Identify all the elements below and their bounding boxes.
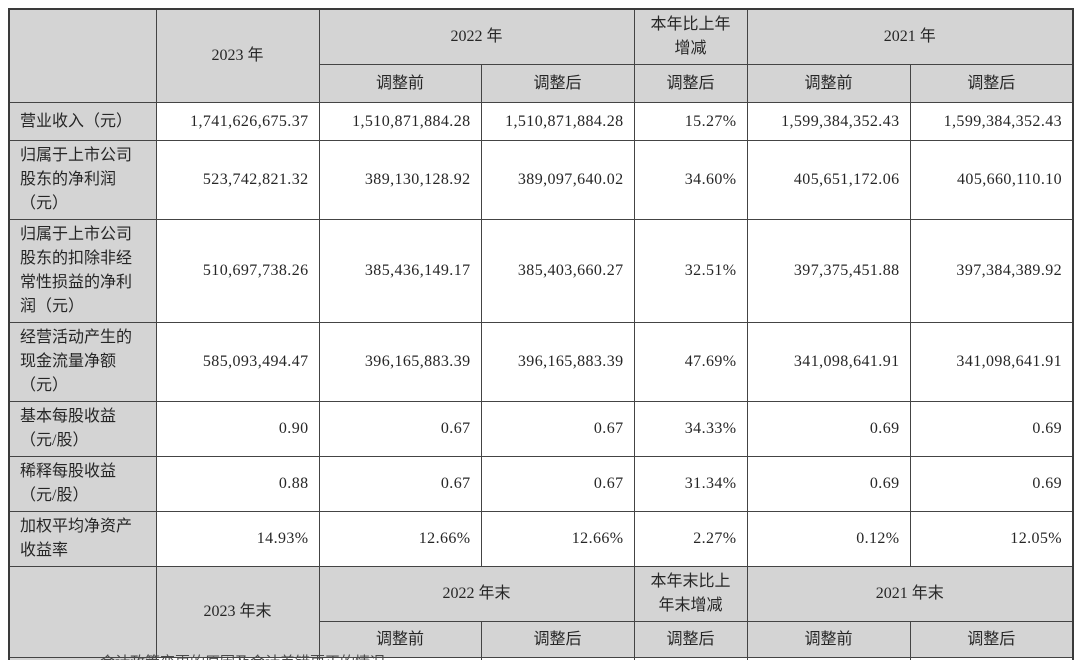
cell-yoy: 34.60% [633, 140, 748, 220]
cell-2021-before: 1,599,384,352.43 [746, 102, 911, 141]
subheader-2022-after: 调整后 [480, 64, 635, 103]
cell-2023: 510,697,738.26 [155, 219, 320, 323]
cell-2021-after: 405,660,110.10 [909, 140, 1074, 220]
cell-2022-before: 12.66% [318, 511, 482, 567]
header-2022: 2022 年 [318, 8, 635, 65]
header-2021-end: 2021 年末 [746, 566, 1074, 622]
table-row: 归属于上市公司股东的扣除非经常性损益的净利润（元） 510,697,738.26… [8, 219, 1074, 323]
subheader-2022-before: 调整前 [318, 621, 482, 658]
cell-2023: 523,742,821.32 [155, 140, 320, 220]
cell-yoy: 15.27% [633, 102, 748, 141]
table-row: 归属于上市公司股东的净利润（元） 523,742,821.32 389,130,… [8, 140, 1074, 220]
balance-header-row-1: 2023 年末 2022 年末 本年末比上 年末增减 2021 年末 [8, 566, 1074, 658]
subheader-2022-before: 调整前 [318, 64, 482, 103]
cell-2021-after: 1,599,384,352.43 [909, 102, 1074, 141]
row-label: 基本每股收益（元/股） [8, 401, 157, 457]
cell-2023: 585,093,494.47 [155, 322, 320, 402]
cell-2021-after: 0.69 [909, 401, 1074, 457]
cell-yoy: 31.34% [633, 456, 748, 512]
cell-2023: 14.93% [155, 511, 320, 567]
row-label: 加权平均净资产收益率 [8, 511, 157, 567]
table-row: 加权平均净资产收益率 14.93% 12.66% 12.66% 2.27% 0.… [8, 511, 1074, 567]
row-label: 归属于上市公司股东的扣除非经常性损益的净利润（元） [8, 219, 157, 323]
cell-2022-after: 0.67 [480, 456, 635, 512]
row-label: 稀释每股收益（元/股） [8, 456, 157, 512]
cell-2022-before: 385,436,149.17 [318, 219, 482, 323]
row-label: 营业收入（元） [8, 102, 157, 141]
cell-2022-after: 389,097,640.02 [480, 140, 635, 220]
cell-2021-before: 0.69 [746, 456, 911, 512]
cell-2022-before: 0.67 [318, 456, 482, 512]
cell-2022-before: 396,165,883.39 [318, 322, 482, 402]
subheader-yoy-after: 调整后 [633, 64, 748, 103]
table-row: 资产总额（元） 5,175,748,806.32 4,612,882,060.2… [8, 657, 1074, 660]
header-2021: 2021 年 [746, 8, 1074, 65]
subheader-2022-after: 调整后 [480, 621, 635, 658]
subheader-yoy-after: 调整后 [633, 621, 748, 658]
cell-2022-after: 1,510,871,884.28 [480, 102, 635, 141]
table-row: 稀释每股收益（元/股） 0.88 0.67 0.67 31.34% 0.69 0… [8, 456, 1074, 512]
kpi-header-row-2: 调整前 调整后 调整后 调整前 调整后 [9, 64, 1074, 103]
cell-2021-before: 397,375,451.88 [746, 219, 911, 323]
corner-cell [8, 566, 157, 658]
cell-yoy: 2.27% [633, 511, 748, 567]
balance-header-row-2: 调整前 调整后 调整后 调整前 调整后 [9, 621, 1074, 658]
clipped-footnote-text: 会计政策变更的原因及会计差错更正的情况 [100, 653, 580, 660]
row-label: 经营活动产生的现金流量净额（元） [8, 322, 157, 402]
cell-2022-before: 389,130,128.92 [318, 140, 482, 220]
cell-2022-before: 1,510,871,884.28 [318, 102, 482, 141]
cell-2023: 0.90 [155, 401, 320, 457]
cell-2021-before: 0.12% [746, 511, 911, 567]
cell-2021-after: 4,319,722,175.41 [909, 657, 1074, 660]
kpi-header-row-1: 2023 年 2022 年 本年比上年 增减 2021 年 [8, 8, 1074, 103]
cell-2022-after: 12.66% [480, 511, 635, 567]
cell-2022-after: 0.67 [480, 401, 635, 457]
subheader-2021-after: 调整后 [909, 621, 1074, 658]
financial-summary-table: 2023 年 2022 年 本年比上年 增减 2021 年 调整前 调整后 调整… [8, 8, 1075, 660]
cell-2023: 0.88 [155, 456, 320, 512]
table-row: 营业收入（元） 1,741,626,675.37 1,510,871,884.2… [8, 102, 1074, 141]
cell-2021-after: 12.05% [909, 511, 1074, 567]
header-2023: 2023 年 [155, 8, 320, 103]
table-row: 经营活动产生的现金流量净额（元） 585,093,494.47 396,165,… [8, 322, 1074, 402]
cell-yoy: 47.69% [633, 322, 748, 402]
subheader-2021-before: 调整前 [746, 64, 911, 103]
cell-2022-after: 396,165,883.39 [480, 322, 635, 402]
subheader-2021-before: 调整前 [746, 621, 911, 658]
corner-cell [8, 8, 157, 103]
cell-yoy: 32.51% [633, 219, 748, 323]
cell-yoy: 34.33% [633, 401, 748, 457]
header-2023-end: 2023 年末 [155, 566, 320, 658]
cell-2023: 1,741,626,675.37 [155, 102, 320, 141]
subheader-2021-after: 调整后 [909, 64, 1074, 103]
cell-2021-after: 341,098,641.91 [909, 322, 1074, 402]
cell-2021-before: 0.69 [746, 401, 911, 457]
header-yoy-end: 本年末比上 年末增减 [633, 566, 748, 622]
header-2022-end: 2022 年末 [318, 566, 635, 622]
cell-2021-before: 341,098,641.91 [746, 322, 911, 402]
cell-2022-after: 4,612,862,100.95 [480, 657, 635, 660]
cell-2022-after: 385,403,660.27 [480, 219, 635, 323]
cell-2022-before: 0.67 [318, 401, 482, 457]
cell-2021-before: 405,651,172.06 [746, 140, 911, 220]
header-yoy: 本年比上年 增减 [633, 8, 748, 65]
cell-2021-after: 397,384,389.92 [909, 219, 1074, 323]
row-label: 归属于上市公司股东的净利润（元） [8, 140, 157, 220]
table-row: 基本每股收益（元/股） 0.90 0.67 0.67 34.33% 0.69 0… [8, 401, 1074, 457]
cell-2021-after: 0.69 [909, 456, 1074, 512]
